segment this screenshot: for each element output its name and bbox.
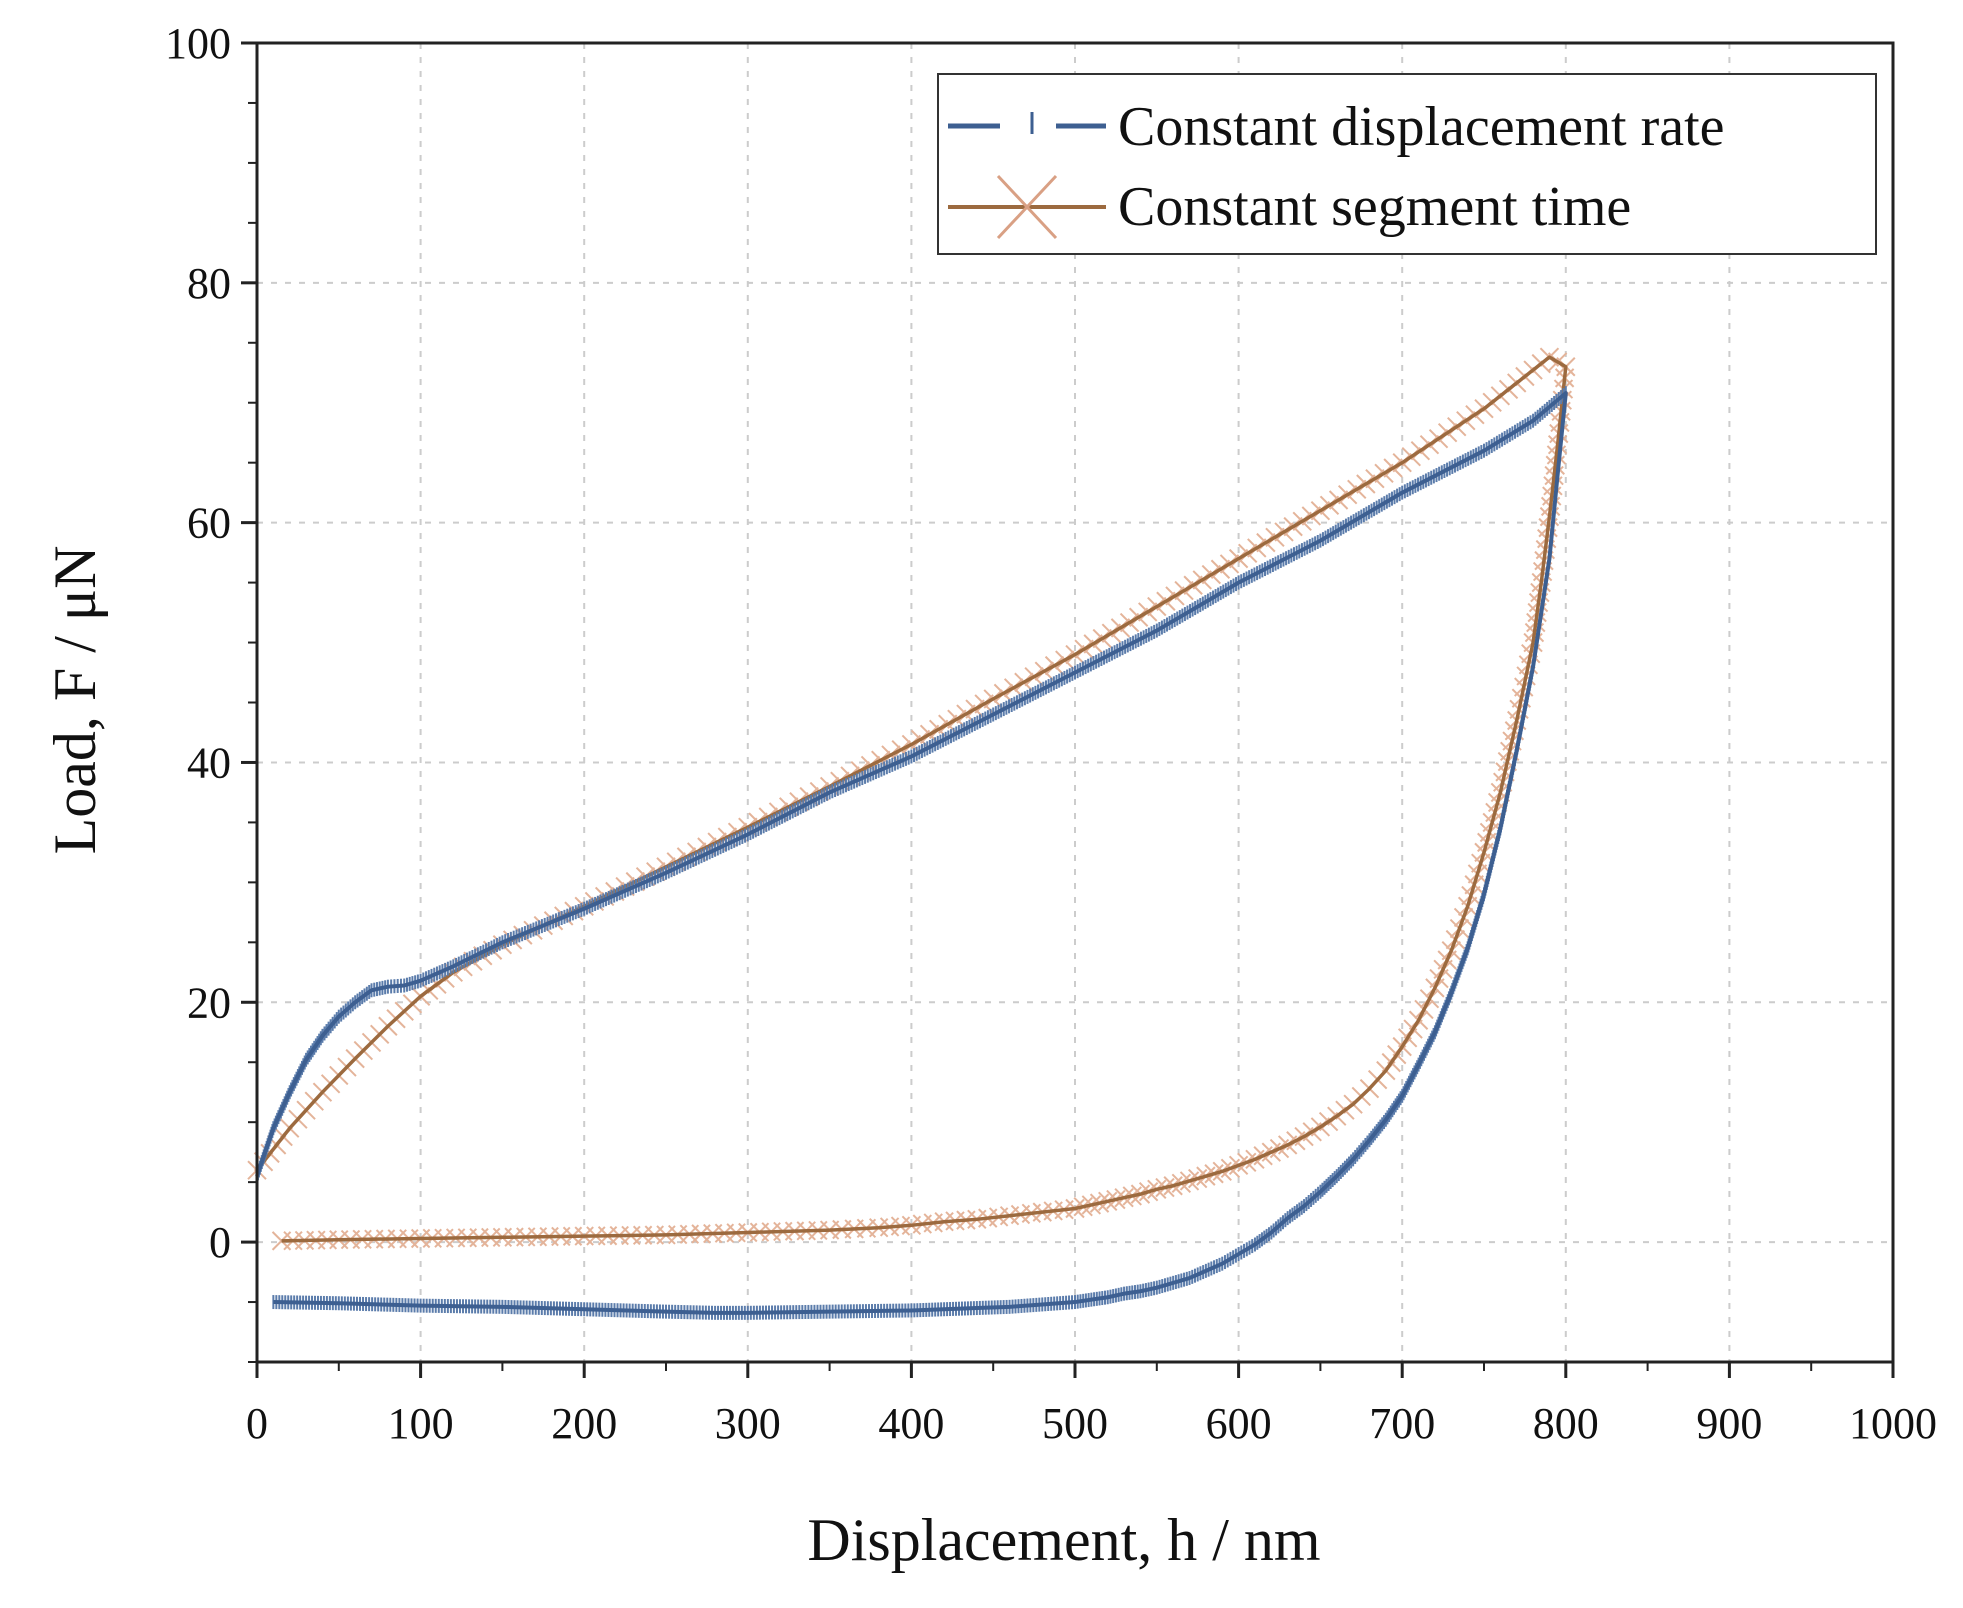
legend-item-constant-displacement-rate: Constant displacement rate bbox=[948, 96, 1724, 158]
x-tick-label: 400 bbox=[878, 1399, 944, 1448]
y-tick-label: 60 bbox=[187, 499, 231, 548]
y-tick-label: 100 bbox=[165, 19, 231, 68]
x-tick-label: 100 bbox=[388, 1399, 454, 1448]
legend-marker bbox=[996, 174, 1058, 240]
x-tick-label: 600 bbox=[1206, 1399, 1272, 1448]
y-tick-label: 0 bbox=[209, 1218, 231, 1267]
legend-label-constant-segment-time: Constant segment time bbox=[1118, 176, 1631, 238]
axis-ticks: 0 100 200 300 400 500 600 700 800 900 1000 0 20 40 60 8… bbox=[165, 19, 1937, 1448]
legend-box bbox=[937, 73, 1877, 255]
series-layer bbox=[247, 347, 1576, 1320]
x-tick-label: 900 bbox=[1696, 1399, 1762, 1448]
x-tick-label: 0 bbox=[246, 1399, 268, 1448]
legend-label-constant-displacement-rate: Constant displacement rate bbox=[1118, 96, 1724, 158]
y-tick-label: 20 bbox=[187, 978, 231, 1027]
x-tick-label: 1000 bbox=[1849, 1399, 1937, 1448]
legend-sample-constant-segment-time bbox=[948, 174, 1106, 240]
line-constant-displacement-rate bbox=[255, 391, 1568, 1315]
x-axis-title: Displacement, h / nm bbox=[807, 1507, 1320, 1573]
y-tick-label: 80 bbox=[187, 259, 231, 308]
x-tick-label: 800 bbox=[1533, 1399, 1599, 1448]
series-constant-segment-time bbox=[247, 347, 1576, 1251]
grid-lines bbox=[257, 43, 1893, 1362]
legend-sample-constant-displacement-rate bbox=[948, 112, 1106, 134]
legend-item-constant-segment-time: Constant segment time bbox=[948, 174, 1631, 240]
series-constant-displacement-rate bbox=[255, 386, 1568, 1320]
y-tick-label: 40 bbox=[187, 738, 231, 787]
y-axis-title: Load, F / μN bbox=[42, 546, 108, 855]
x-tick-label: 200 bbox=[551, 1399, 617, 1448]
x-tick-label: 500 bbox=[1042, 1399, 1108, 1448]
legend: Constant displacement rate Constant segm… bbox=[937, 73, 1877, 255]
x-tick-label: 700 bbox=[1369, 1399, 1435, 1448]
x-tick-label: 300 bbox=[715, 1399, 781, 1448]
